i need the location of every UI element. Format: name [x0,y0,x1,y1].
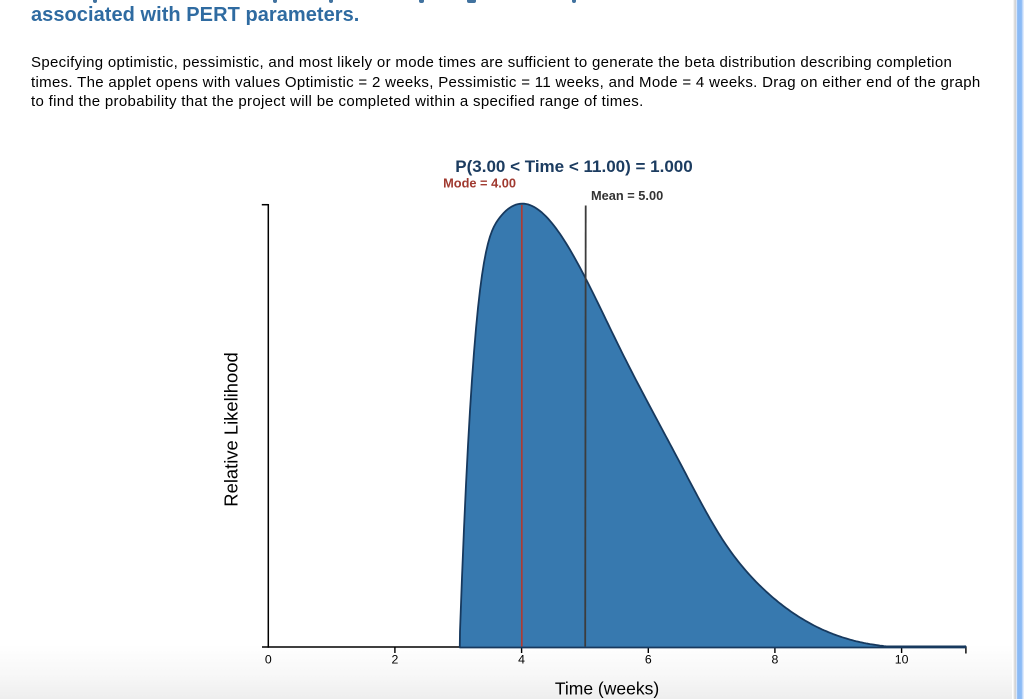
svg-text:Mean = 5.00: Mean = 5.00 [591,188,663,203]
svg-text:6: 6 [645,653,652,667]
svg-text:Time (weeks): Time (weeks) [555,679,659,699]
svg-text:0: 0 [265,653,272,667]
svg-text:Relative Likelihood: Relative Likelihood [221,352,242,506]
svg-text:P(3.00 < Time < 11.00) = 1.000: P(3.00 < Time < 11.00) = 1.000 [455,157,692,176]
svg-text:2: 2 [391,653,398,667]
svg-text:4: 4 [518,653,525,667]
svg-text:8: 8 [771,653,778,667]
svg-text:Mode = 4.00: Mode = 4.00 [443,175,516,190]
svg-text:10: 10 [895,653,909,667]
